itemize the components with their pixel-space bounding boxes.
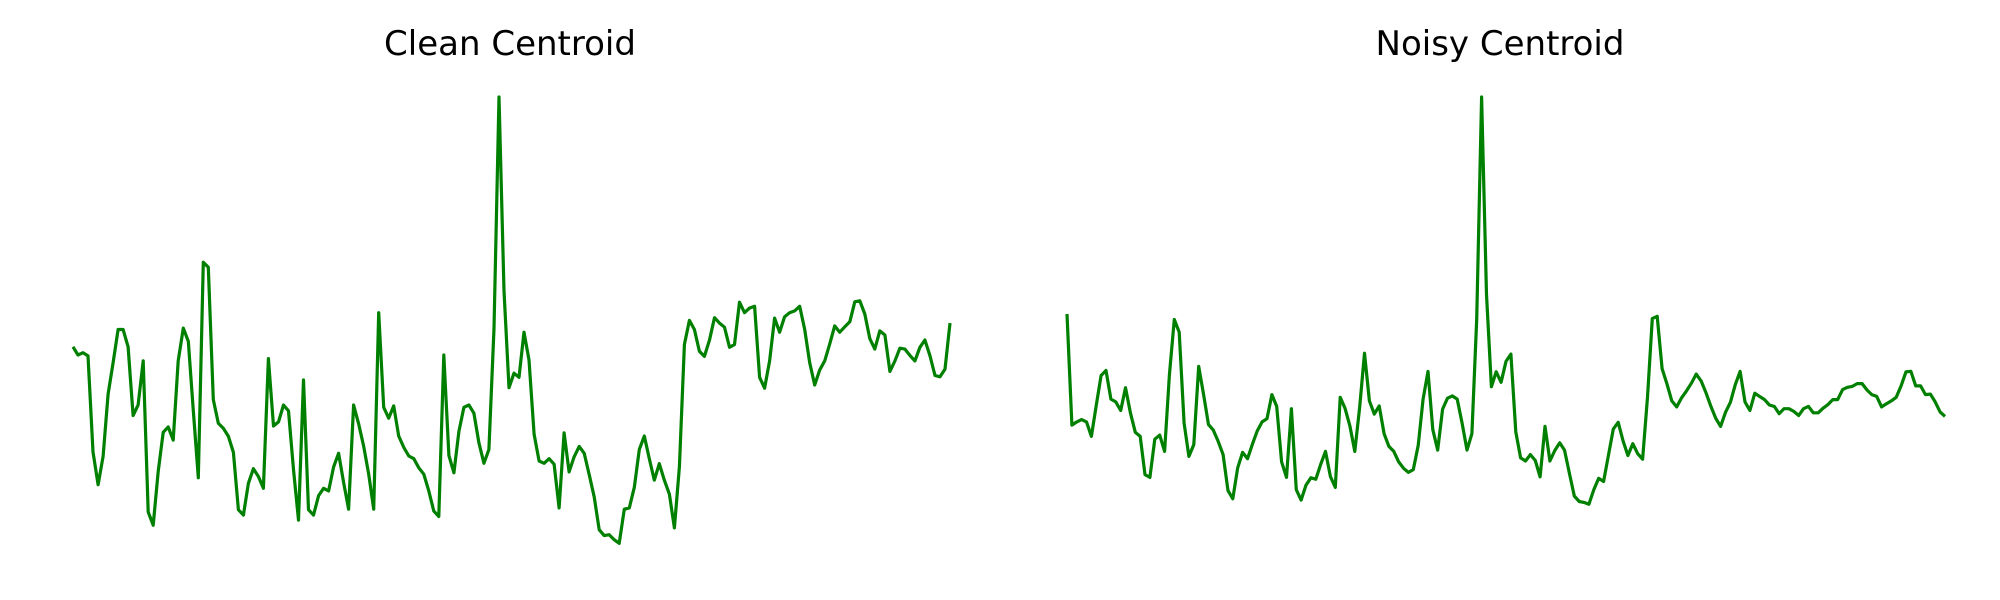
panel-clean-centroid [71,95,952,546]
chart-title-noisy: Noisy Centroid [1375,24,1625,64]
chart-title-clean: Clean Centroid [384,24,636,64]
series-line-0-0 [71,95,952,546]
panel-noisy-centroid [1065,95,1947,506]
series-line-1-0 [1065,95,1947,506]
